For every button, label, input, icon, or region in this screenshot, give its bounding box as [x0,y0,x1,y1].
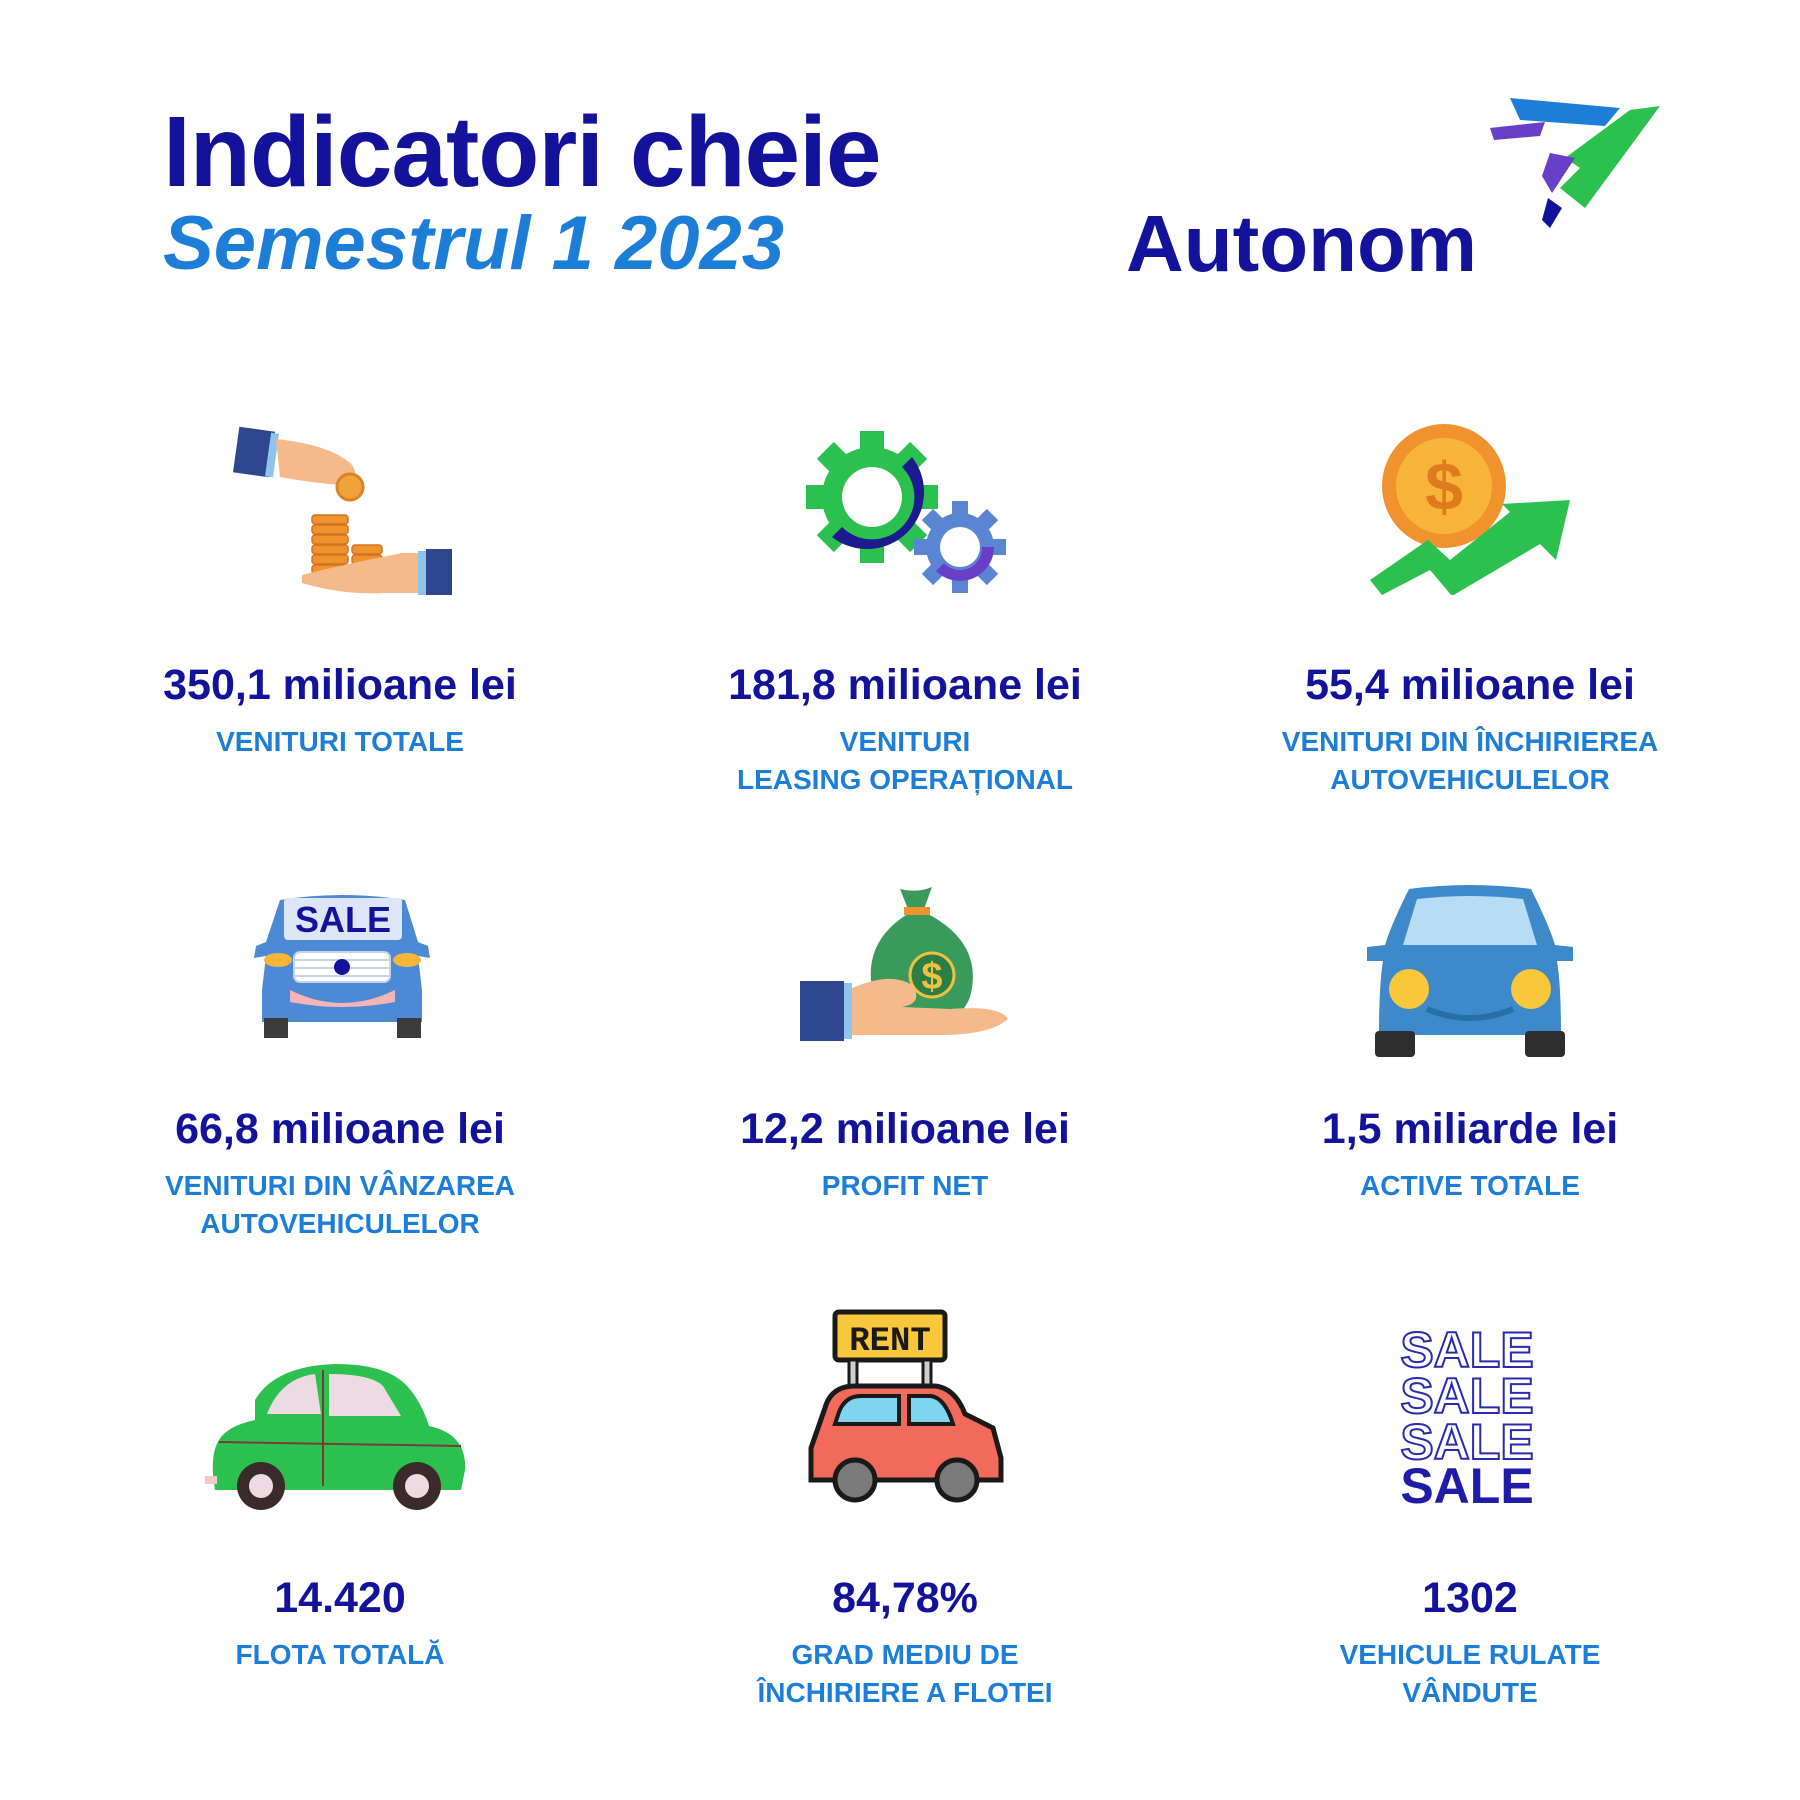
svg-text:$: $ [921,956,942,998]
indicator-label: VENITURI LEASING OPERAȚIONAL [736,726,1073,796]
indicator-net-profit: 12,2 milioane lei PROFIT NET [625,1105,1185,1205]
sale-line-3: SALE [1400,1414,1533,1470]
indicator-value: 66,8 milioane lei [175,1105,505,1153]
money-bag-hand-icon: $ [800,887,1008,1041]
indicator-label: GRAD MEDIU DE ÎNCHIRIERE A FLOTEI [757,1639,1053,1709]
rent-sign-text: RENT [849,1323,931,1361]
indicator-value: 84,78% [832,1574,978,1622]
gears-icon [806,431,1006,593]
hand-coins-icon [232,426,452,595]
indicator-fleet-rental-rate: 84,78% GRAD MEDIU DE ÎNCHIRIERE A FLOTEI [625,1574,1185,1712]
indicator-rental-revenue: 55,4 milioane lei VENITURI DIN ÎNCHIRIER… [1190,661,1750,799]
indicator-used-vehicles-sold: 1302 VEHICULE RULATE VÂNDUTE [1190,1574,1750,1712]
indicator-value: 181,8 milioane lei [728,661,1082,709]
brand-logo-text: Autonom [1126,199,1478,288]
indicator-leasing-revenue: 181,8 milioane lei VENITURI LEASING OPERA… [625,661,1185,799]
indicator-label: ACTIVE TOTALE [1360,1170,1580,1202]
indicator-label: VENITURI DIN VÂNZAREA AUTOVEHICULELOR [164,1170,515,1240]
indicator-value: 55,4 milioane lei [1305,661,1635,709]
sale-car-text: SALE [295,899,391,940]
indicator-label: PROFIT NET [821,1170,989,1202]
indicator-value: 1302 [1422,1574,1518,1622]
indicator-value: 14.420 [274,1574,406,1622]
indicator-value: 350,1 milioane lei [163,661,517,709]
indicator-value: 12,2 milioane lei [740,1105,1070,1153]
dollar-growth-icon: $ [1370,424,1570,595]
indicator-value: 1,5 miliarde lei [1321,1105,1619,1153]
indicator-label: VEHICULE RULATE VÂNDUTE [1339,1639,1601,1709]
page-title: Indicatori cheie [163,96,882,208]
sale-line-4: SALE [1400,1458,1533,1505]
brand-logo-mark-icon [1490,98,1660,228]
rent-car-icon: RENT [808,1309,1004,1503]
sale-text-icon: SALE SALE SALE SALE [1399,1325,1534,1505]
blue-car-icon [1367,885,1573,1057]
green-car-icon [205,1364,466,1510]
sale-car-icon: SALE [254,895,430,1038]
indicator-total-fleet: 14.420 FLOTA TOTALĂ [60,1574,620,1674]
svg-text:$: $ [1425,449,1463,525]
indicator-total-assets: 1,5 miliarde lei ACTIVE TOTALE [1190,1105,1750,1205]
indicator-label: VENITURI TOTALE [216,726,464,758]
indicator-vehicle-sales-revenue: 66,8 milioane lei VENITURI DIN VÂNZAREA A… [60,1105,620,1243]
page-subtitle: Semestrul 1 2023 [163,201,785,286]
sale-line-1: SALE [1400,1325,1533,1378]
indicator-label: FLOTA TOTALĂ [235,1639,445,1671]
indicator-total-revenue: 350,1 milioane lei VENITURI TOTALE [60,661,620,761]
indicator-label: VENITURI DIN ÎNCHIRIEREA AUTOVEHICULELOR [1281,726,1659,796]
sale-line-2: SALE [1400,1368,1533,1424]
